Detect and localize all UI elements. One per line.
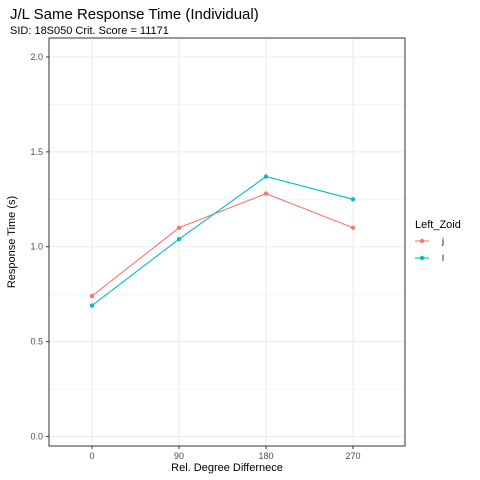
y-tick-label: 0.5 xyxy=(30,337,43,347)
x-tick-label: 90 xyxy=(174,451,184,461)
y-axis-title: Response Time (s) xyxy=(6,196,18,288)
x-tick-label: 180 xyxy=(258,451,273,461)
chart-title: J/L Same Response Time (Individual) xyxy=(10,6,259,23)
data-point-j xyxy=(263,191,269,196)
data-point-l xyxy=(176,236,182,242)
x-tick-label: 270 xyxy=(345,451,360,461)
data-point-l xyxy=(89,303,95,308)
y-tick-label: 2.0 xyxy=(30,52,43,62)
data-point-j xyxy=(176,225,182,230)
y-tick-label: 0.0 xyxy=(30,432,43,442)
data-point-l xyxy=(263,174,269,179)
axes: 0.0 0.5 1.0 1.5 2.0 0 90 180 270 xyxy=(30,52,360,461)
plot-panel-background xyxy=(49,38,405,446)
series-layer xyxy=(89,174,356,308)
x-axis-title: Rel. Degree Differnece xyxy=(171,462,283,474)
legend-title: Left_Zoid xyxy=(415,219,461,231)
data-point-j xyxy=(89,293,95,299)
y-tick-label: 1.5 xyxy=(30,147,43,157)
x-tick-label: 0 xyxy=(89,451,94,461)
series-line-j xyxy=(91,193,354,297)
legend-key-point-l xyxy=(419,255,425,261)
legend-label-j: j xyxy=(441,236,444,246)
legend-label-l: l xyxy=(442,253,444,263)
data-point-l xyxy=(350,197,356,202)
chart-subtitle: SID: 18S050 Crit. Score = 11171 xyxy=(10,25,169,37)
y-tick-label: 1.0 xyxy=(30,242,43,252)
plot-panel-border xyxy=(48,37,406,447)
legend-key-point-j xyxy=(419,238,425,244)
series-line-l xyxy=(91,175,354,307)
legend: Left_Zoid jl xyxy=(415,219,461,263)
grid-lines xyxy=(49,38,405,446)
data-point-j xyxy=(350,225,356,230)
